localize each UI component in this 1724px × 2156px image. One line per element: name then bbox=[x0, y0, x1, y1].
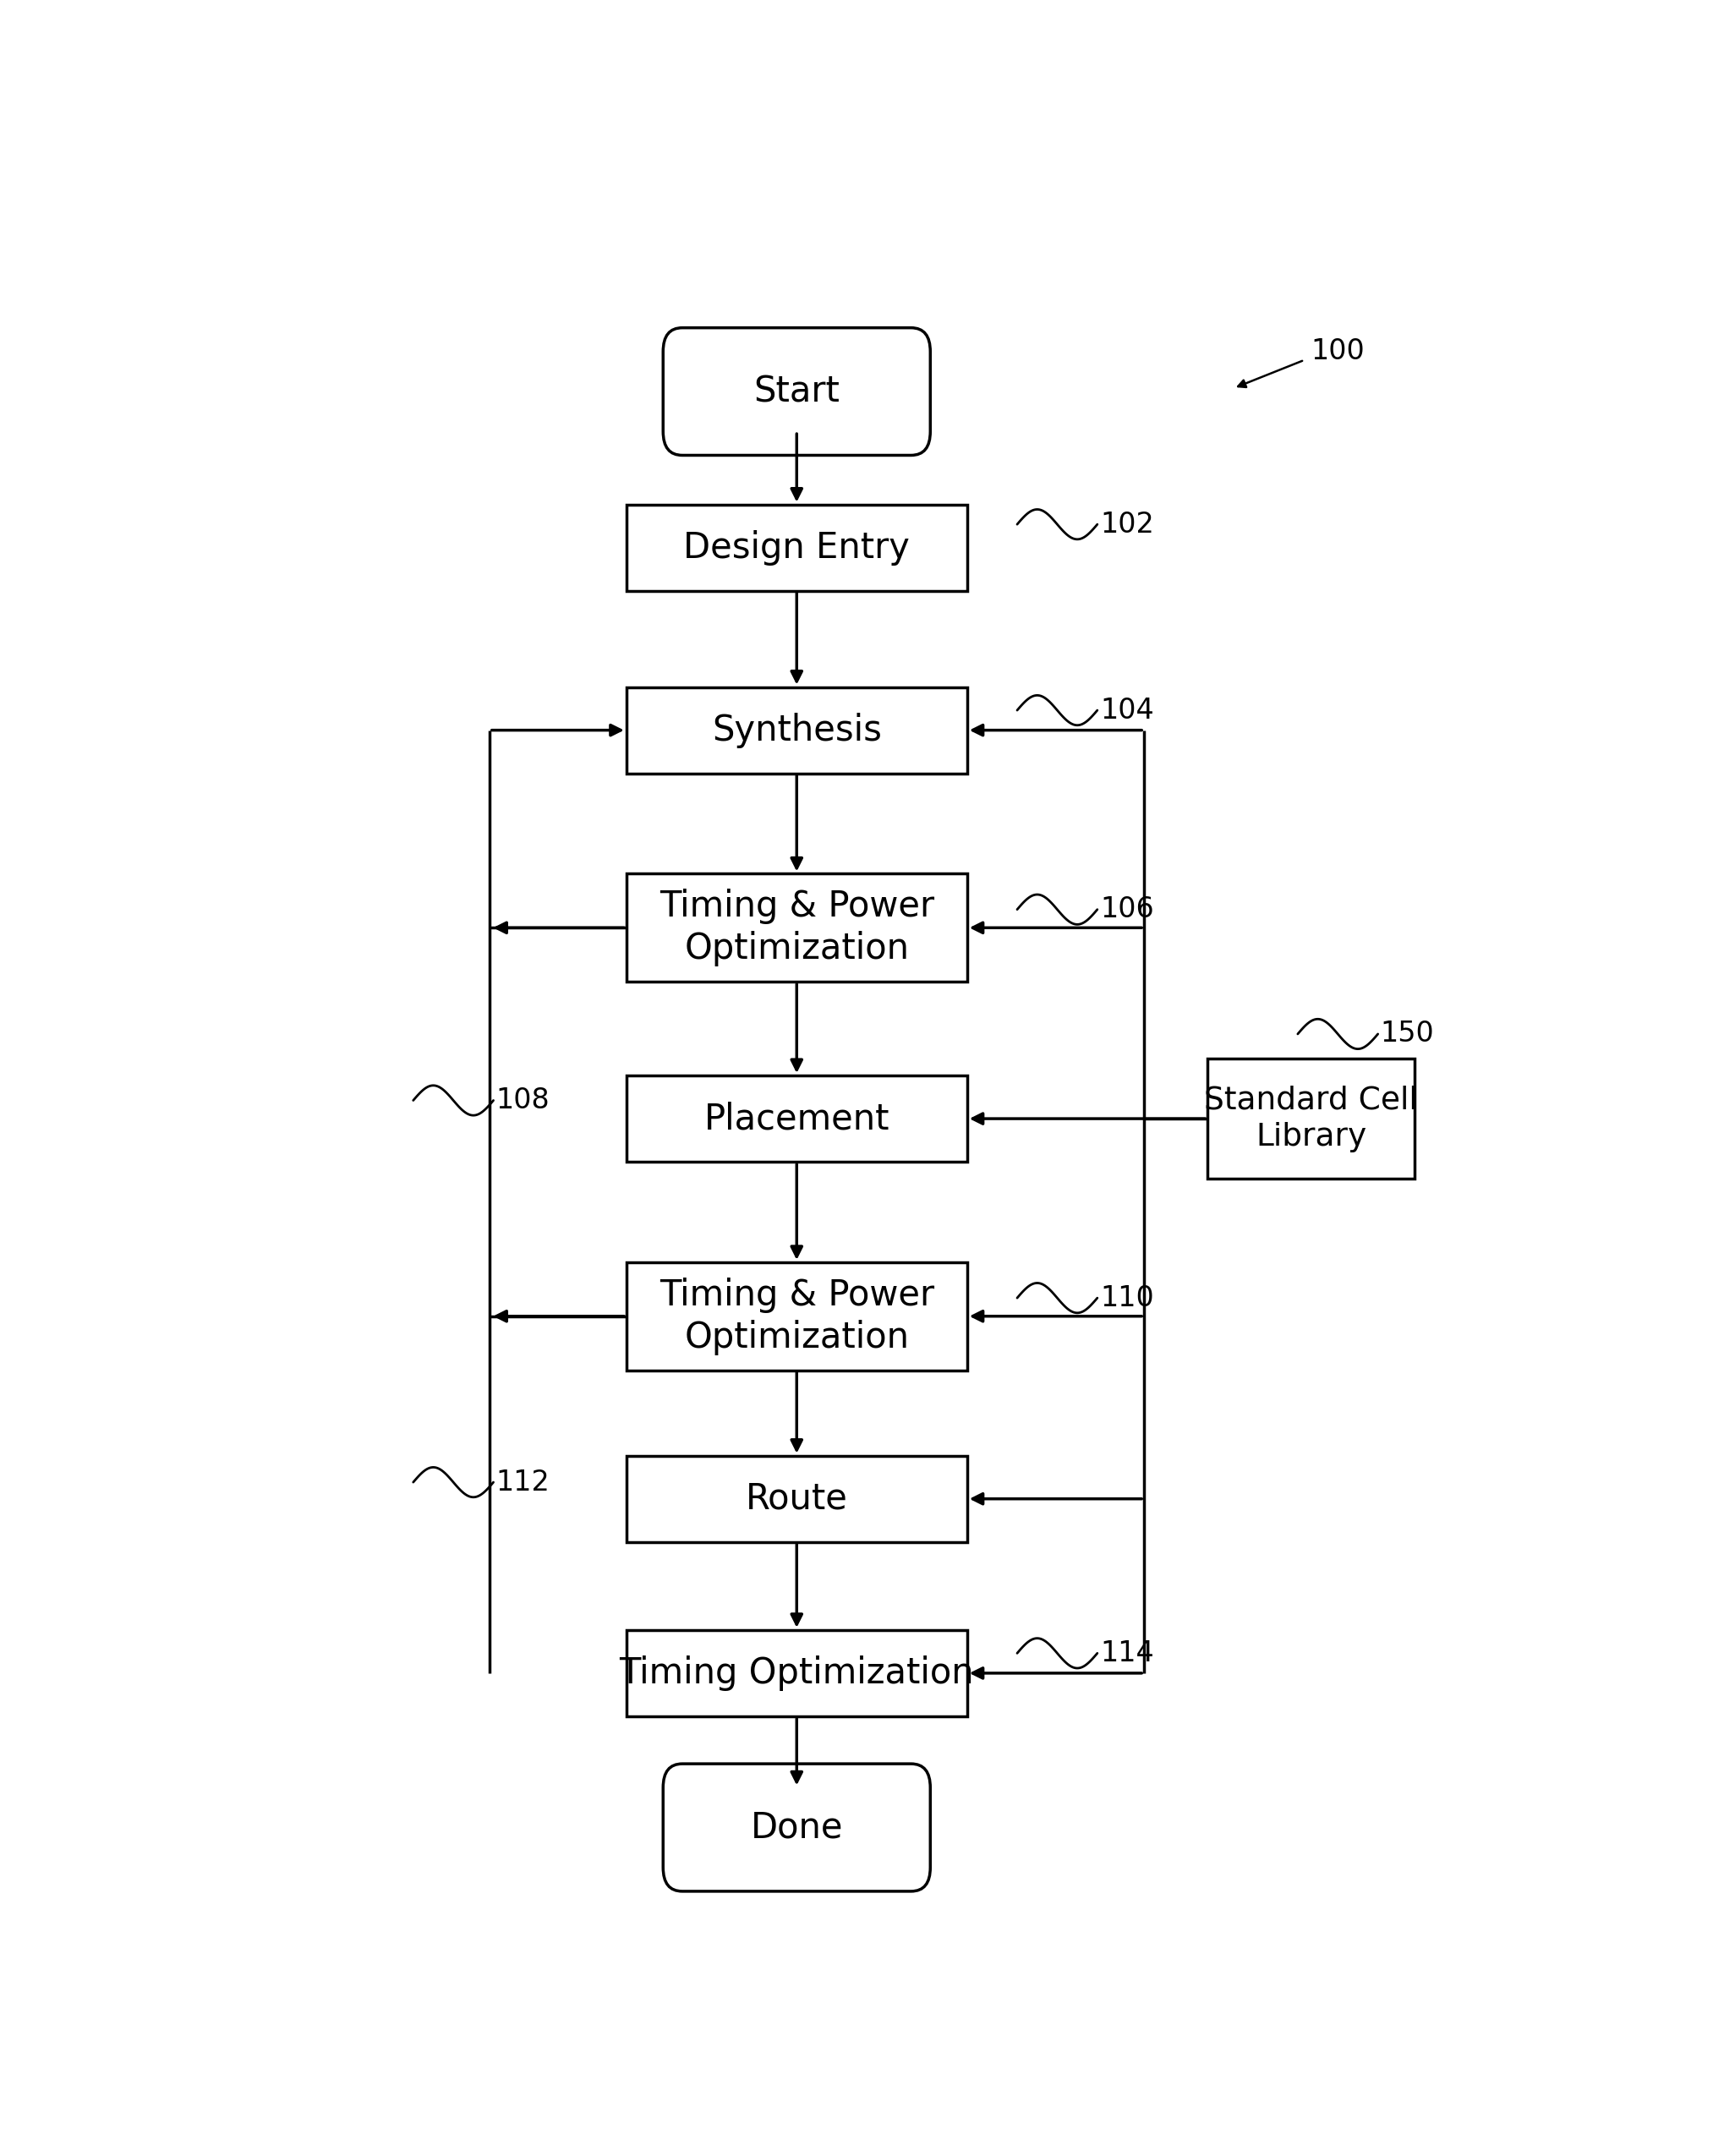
Text: 114: 114 bbox=[1100, 1639, 1153, 1667]
Bar bbox=[626, 505, 967, 591]
Text: Start: Start bbox=[753, 373, 840, 410]
Text: 102: 102 bbox=[1100, 511, 1153, 539]
Bar bbox=[1207, 1059, 1415, 1179]
Text: Timing & Power
Optimization: Timing & Power Optimization bbox=[659, 888, 934, 966]
FancyBboxPatch shape bbox=[664, 1764, 931, 1891]
Bar bbox=[626, 873, 967, 981]
Text: Standard Cell
Library: Standard Cell Library bbox=[1205, 1084, 1417, 1151]
FancyBboxPatch shape bbox=[664, 328, 931, 455]
Text: 104: 104 bbox=[1100, 696, 1153, 724]
Text: Placement: Placement bbox=[703, 1102, 890, 1136]
Text: Done: Done bbox=[750, 1809, 843, 1846]
Text: 106: 106 bbox=[1100, 895, 1153, 923]
Text: 110: 110 bbox=[1100, 1285, 1153, 1311]
Text: 112: 112 bbox=[497, 1468, 550, 1496]
Bar bbox=[626, 1076, 967, 1162]
Bar bbox=[626, 1455, 967, 1542]
Text: Route: Route bbox=[745, 1481, 848, 1516]
Text: 100: 100 bbox=[1312, 338, 1365, 367]
Bar bbox=[626, 1261, 967, 1371]
Bar bbox=[626, 688, 967, 774]
Bar bbox=[626, 1630, 967, 1716]
Text: Synthesis: Synthesis bbox=[712, 711, 881, 748]
Text: Design Entry: Design Entry bbox=[683, 530, 910, 565]
Text: 108: 108 bbox=[497, 1087, 550, 1115]
Text: Timing Optimization: Timing Optimization bbox=[619, 1656, 974, 1690]
Text: Timing & Power
Optimization: Timing & Power Optimization bbox=[659, 1276, 934, 1356]
Text: 150: 150 bbox=[1381, 1020, 1434, 1048]
